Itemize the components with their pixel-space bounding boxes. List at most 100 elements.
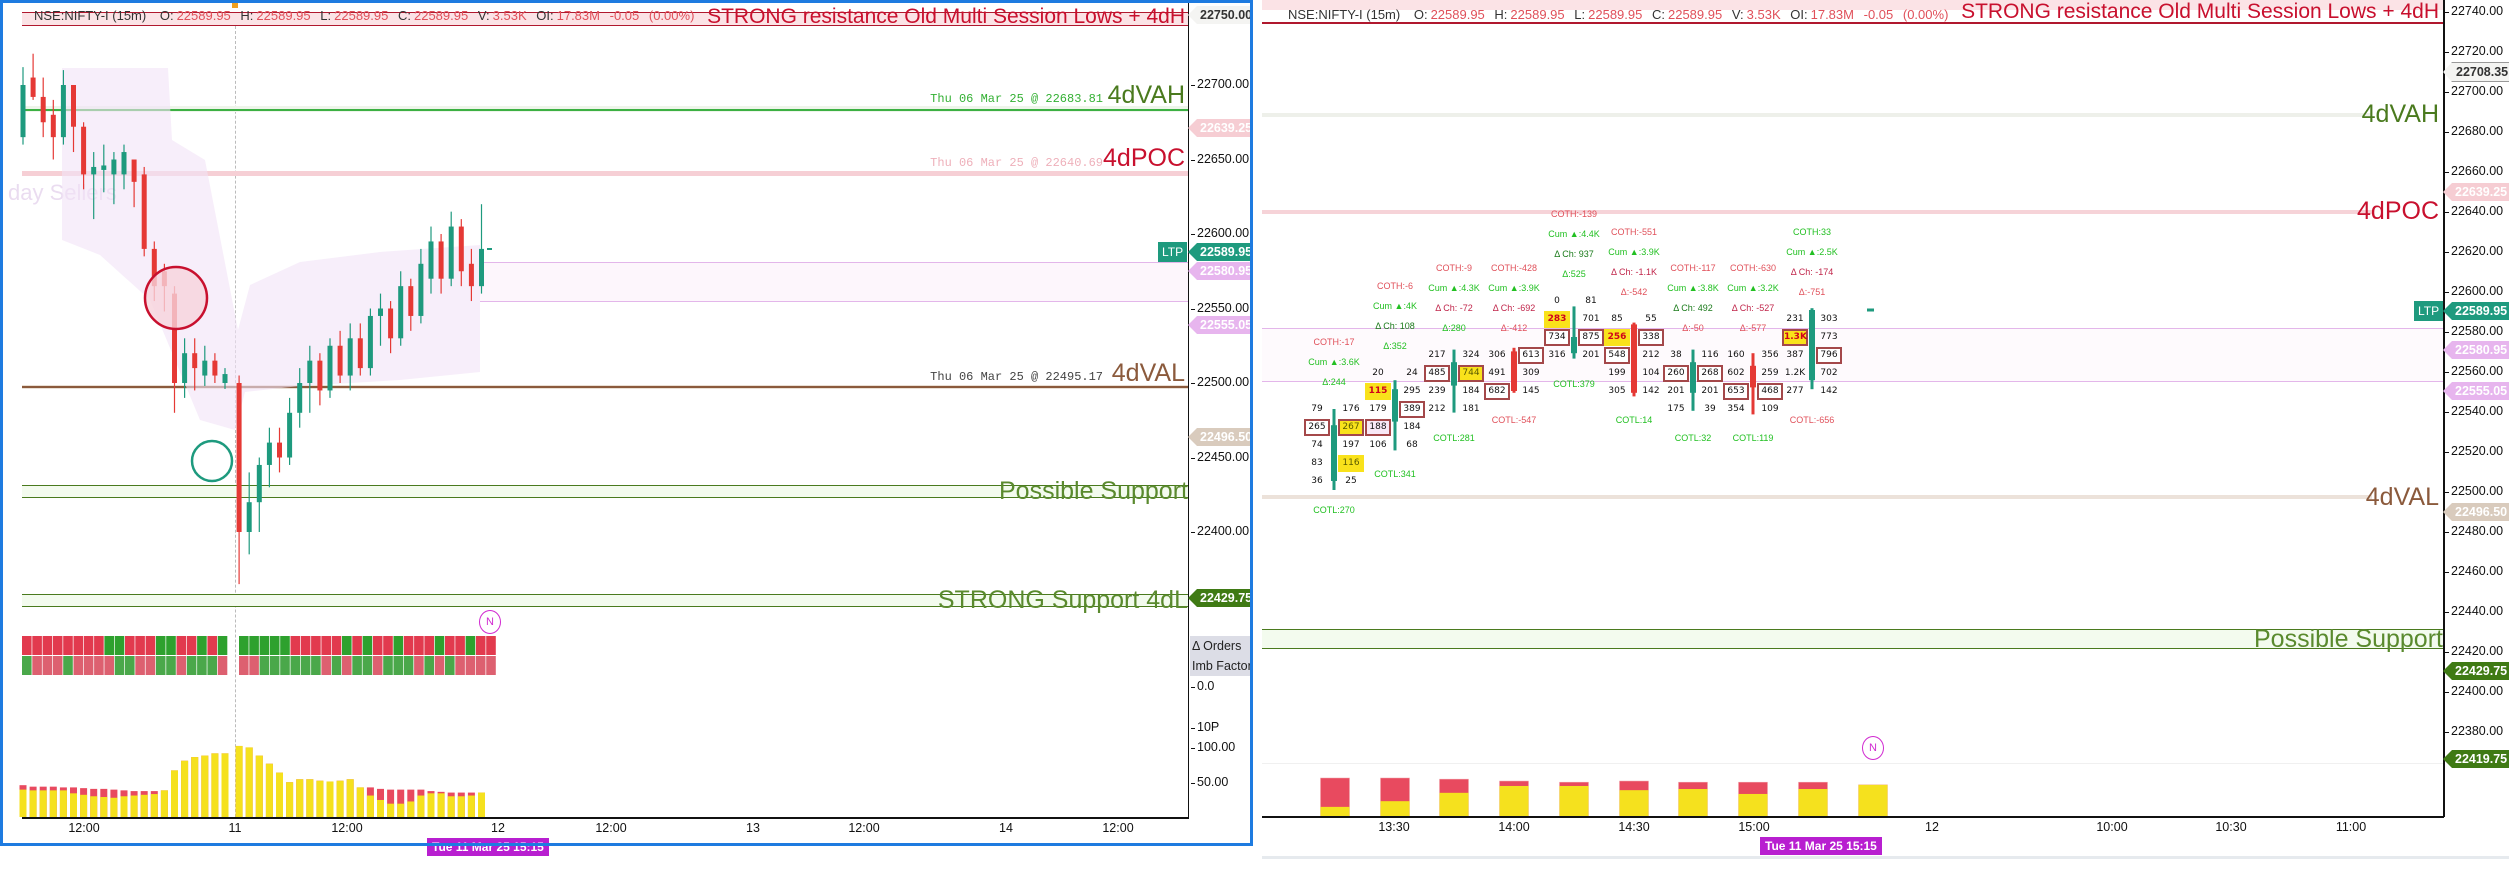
candle-body <box>20 85 26 138</box>
candle-body <box>408 286 414 316</box>
flag-icon[interactable] <box>232 1 238 8</box>
price-tick: 22420.00 <box>2444 644 2504 658</box>
ask-volume-cell: 184 <box>1462 385 1480 396</box>
left-chart-panel[interactable]: STRONG resistance Old Multi Session Lows… <box>0 0 1253 873</box>
price-tick: 22450.00 <box>1190 449 1250 464</box>
left-price-axis[interactable] <box>1188 0 1189 818</box>
footprint-stat: COTH:-117 <box>1670 263 1716 273</box>
footprint-candle-body <box>1451 362 1457 386</box>
right-chart-panel[interactable]: STRONG resistance Old Multi Session Lows… <box>1262 0 2509 873</box>
candle <box>357 323 363 376</box>
imbalance-cell <box>475 636 486 655</box>
candle-body <box>121 152 127 175</box>
imbalance-cell <box>145 636 156 655</box>
ask-volume-cell: 295 <box>1403 385 1421 396</box>
left-price-chart[interactable] <box>0 0 1188 820</box>
volume-bar-buy <box>377 799 384 817</box>
price-tick: 22480.00 <box>2444 524 2504 538</box>
bid-volume-cell: 36 <box>1311 475 1323 486</box>
volume-bar-buy <box>181 760 189 817</box>
footprint-candle-body <box>1331 425 1337 481</box>
candle-body <box>307 360 313 383</box>
candle <box>287 397 293 465</box>
news-marker-icon[interactable]: N <box>479 610 501 634</box>
imbalance-cell <box>63 636 73 655</box>
imbalance-cell <box>393 656 404 675</box>
bid-volume-cell: 0 <box>1554 295 1560 306</box>
imbalance-cell <box>186 636 197 655</box>
footprint-candle-body <box>1511 351 1517 391</box>
footprint-stat: Δ:-577 <box>1739 323 1767 333</box>
imbalance-cell <box>73 636 84 655</box>
candle <box>327 338 333 398</box>
candle <box>236 375 242 585</box>
footprint-candle-body <box>1690 362 1696 393</box>
imbalance-cell <box>383 656 393 675</box>
imbalance-cell <box>445 656 455 675</box>
footprint-stat: Cum ▲:3.9K <box>1488 283 1540 293</box>
volume-value: 3.53K <box>1746 7 1781 22</box>
candle <box>458 219 464 287</box>
bid-volume-cell: 305 <box>1608 385 1626 396</box>
ask-volume-cell: 613 <box>1518 346 1544 364</box>
right-price-axis[interactable] <box>2443 0 2445 817</box>
footprint-candle-body <box>1809 310 1815 381</box>
footprint-cotl: COTL:-547 <box>1491 415 1537 425</box>
value-band <box>480 262 1188 302</box>
volume-bar-buy <box>1499 785 1529 816</box>
imbalance-cell <box>424 636 434 655</box>
footprint-chart[interactable] <box>1262 0 2443 820</box>
time-label: 13:30 <box>1378 820 1410 834</box>
footprint-stat: Δ Ch: -692 <box>1492 303 1536 313</box>
time-label: 12 <box>1925 820 1939 834</box>
footprint-candle-body <box>1631 324 1637 393</box>
news-marker-icon[interactable]: N <box>1862 736 1884 760</box>
high-value: 22589.95 <box>256 8 311 23</box>
price-tick: 22620.00 <box>2444 244 2504 258</box>
volume-bar-buy <box>39 790 47 817</box>
symbol-name[interactable]: NSE:NIFTY-I (15m) <box>34 8 147 23</box>
imbalance-cell <box>403 656 414 675</box>
time-label: 15:00 <box>1738 820 1770 834</box>
time-axis[interactable] <box>1262 816 2444 818</box>
volume-bar-sell <box>387 789 395 817</box>
ask-volume-cell: 68 <box>1406 439 1418 450</box>
bid-volume-cell: 306 <box>1488 349 1506 360</box>
time-axis[interactable] <box>22 817 1189 819</box>
volume-bar-buy <box>336 780 344 817</box>
candle <box>141 166 147 257</box>
imbalance-cell <box>331 636 342 655</box>
bid-volume-cell: 83 <box>1311 457 1323 468</box>
symbol-name[interactable]: NSE:NIFTY-I (15m) <box>1288 7 1401 22</box>
oi-value: 17.83M <box>556 8 600 23</box>
imbalance-cell <box>114 656 125 675</box>
ask-volume-cell: 184 <box>1403 421 1421 432</box>
footprint-stat: Δ Ch: 108 <box>1375 321 1415 331</box>
change-percent: (0.00%) <box>648 8 695 23</box>
imbalance-cell <box>197 656 207 675</box>
candle <box>212 353 218 383</box>
price-tick: 22740.00 <box>2444 4 2504 18</box>
ask-volume-cell: 142 <box>1820 385 1838 396</box>
imbalance-cell <box>280 636 290 655</box>
imbalance-cell <box>393 636 404 655</box>
possible-support-label: Possible Support <box>2253 625 2443 653</box>
footprint-cotl: COTL:32 <box>1674 433 1712 443</box>
candle-body <box>357 338 363 369</box>
imbalance-cell <box>94 656 104 675</box>
ask-volume-cell: 744 <box>1458 364 1484 382</box>
candle <box>101 144 107 193</box>
vah-line <box>1262 113 2372 117</box>
imbalance-cell <box>475 656 486 675</box>
low-value: 22589.95 <box>1588 7 1643 22</box>
volume-bar-buy <box>19 789 27 817</box>
delta-orders-label: Δ Orders <box>1192 639 1242 653</box>
strong-support-label: STRONG Support 4dL <box>937 586 1188 614</box>
time-label: 12:00 <box>68 821 100 835</box>
volume-bar-buy <box>286 782 294 817</box>
poc-note: Thu 06 Mar 25 @ 22640.69 <box>930 156 1103 170</box>
ask-volume-cell: 25 <box>1345 475 1357 486</box>
strong-support-zone <box>22 594 1188 607</box>
price-tag-pink: 22639.25 <box>1188 119 1253 137</box>
bid-volume-cell: 85 <box>1611 313 1623 324</box>
